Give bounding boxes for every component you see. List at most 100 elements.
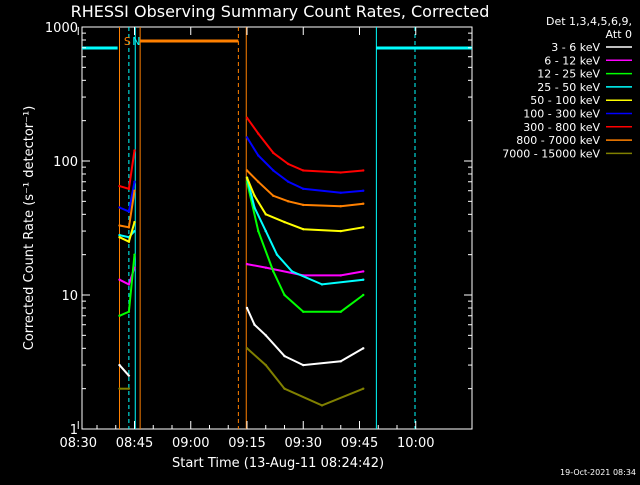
y-tick-label: 10 — [61, 289, 78, 304]
data-point — [133, 189, 136, 192]
series-line — [119, 150, 136, 191]
data-point — [362, 347, 365, 350]
legend-header-1: Det 1,3,4,5,6,9, — [546, 15, 632, 28]
data-point — [245, 169, 249, 172]
data-point — [287, 162, 290, 166]
legend-label: 3 - 6 keV — [551, 41, 600, 54]
y-tick-label: 100 — [53, 155, 78, 170]
legend-header-2: Att 0 — [606, 28, 632, 41]
data-point — [118, 224, 121, 227]
y-tick-label: 1000 — [45, 21, 78, 36]
data-point — [283, 387, 286, 390]
x-axis-ticks: 08:30 08:45 09:00 09:15 09:30 09:45 10:00 — [60, 27, 434, 451]
track-lines — [82, 27, 472, 429]
legend-label: 12 - 25 keV — [537, 68, 600, 81]
data-point — [257, 180, 260, 183]
data-point — [118, 314, 121, 317]
series-5 — [118, 136, 365, 213]
flag-label: N — [132, 35, 140, 48]
series-line — [119, 254, 136, 317]
legend-label: 6 - 12 keV — [544, 54, 600, 67]
x-tick-label: 08:30 — [60, 436, 97, 451]
data-point — [118, 184, 121, 188]
data-point — [302, 310, 305, 313]
series-8 — [118, 347, 365, 407]
data-point — [257, 229, 260, 233]
chart-title: RHESSI Observing Summary Count Rates, Co… — [71, 2, 490, 21]
data-point — [339, 171, 342, 174]
x-tick-label: 10:00 — [397, 436, 434, 451]
series-1 — [118, 262, 365, 286]
x-tick-label: 09:30 — [285, 436, 322, 451]
data-point — [133, 220, 136, 224]
data-point — [272, 194, 275, 197]
data-point — [127, 226, 131, 229]
data-point — [362, 169, 365, 172]
legend-label: 50 - 100 keV — [530, 94, 600, 107]
y-axis-label: Corrected Count Rate (s⁻¹ detector⁻¹) — [22, 106, 37, 351]
legend-label: 7000 - 15000 keV — [502, 147, 600, 160]
y-axis-ticks: 1 10 100 1000 — [45, 21, 472, 438]
timestamp-stamp: 19-Oct-2021 08:34 — [560, 468, 636, 477]
data-point — [264, 334, 267, 337]
data-point — [320, 283, 324, 286]
data-point — [339, 360, 342, 363]
data-point — [245, 347, 249, 350]
data-point — [264, 229, 267, 233]
data-point — [127, 187, 131, 191]
data-point — [283, 293, 286, 297]
data-point — [272, 169, 275, 172]
data-point — [362, 387, 365, 390]
data-point — [362, 278, 365, 281]
data-point — [118, 278, 121, 281]
x-tick-label: 09:45 — [341, 436, 378, 451]
data-point — [133, 229, 136, 233]
data-point — [264, 266, 267, 269]
data-point — [245, 306, 249, 310]
x-axis-label: Start Time (13-Aug-11 08:24:42) — [172, 456, 384, 471]
data-point — [127, 240, 131, 243]
data-point — [253, 323, 256, 326]
data-point — [283, 220, 286, 224]
y-tick-label: 1 — [70, 423, 78, 438]
data-point — [320, 404, 324, 407]
series-6 — [118, 116, 365, 191]
data-point — [118, 363, 121, 367]
series-line — [246, 347, 364, 407]
series-line — [246, 263, 364, 277]
legend-label: 300 - 800 keV — [523, 121, 600, 134]
legend-label: 25 - 50 keV — [537, 81, 600, 94]
data-point — [302, 169, 305, 172]
x-tick-label: 09:15 — [228, 436, 265, 451]
data-point — [302, 227, 305, 231]
x-tick-label: 09:00 — [172, 436, 209, 451]
data-point — [118, 206, 121, 209]
data-point — [339, 191, 342, 194]
data-point — [272, 270, 275, 273]
data-point — [362, 189, 365, 192]
data-point — [127, 283, 131, 286]
data-point — [127, 387, 131, 390]
series-line — [118, 364, 130, 377]
legend-label: 100 - 300 keV — [523, 108, 600, 121]
data-point — [127, 310, 131, 313]
data-point — [257, 154, 260, 157]
data-point — [302, 203, 305, 207]
data-point — [339, 310, 342, 313]
data-point — [245, 262, 249, 266]
data-point — [362, 202, 365, 205]
data-point — [253, 206, 256, 209]
data-point — [272, 151, 275, 155]
series-0 — [118, 306, 365, 377]
legend-label: 800 - 7000 keV — [516, 134, 600, 147]
data-point — [362, 270, 365, 273]
data-point — [283, 354, 286, 358]
data-point — [302, 187, 305, 191]
series-line — [246, 181, 364, 313]
